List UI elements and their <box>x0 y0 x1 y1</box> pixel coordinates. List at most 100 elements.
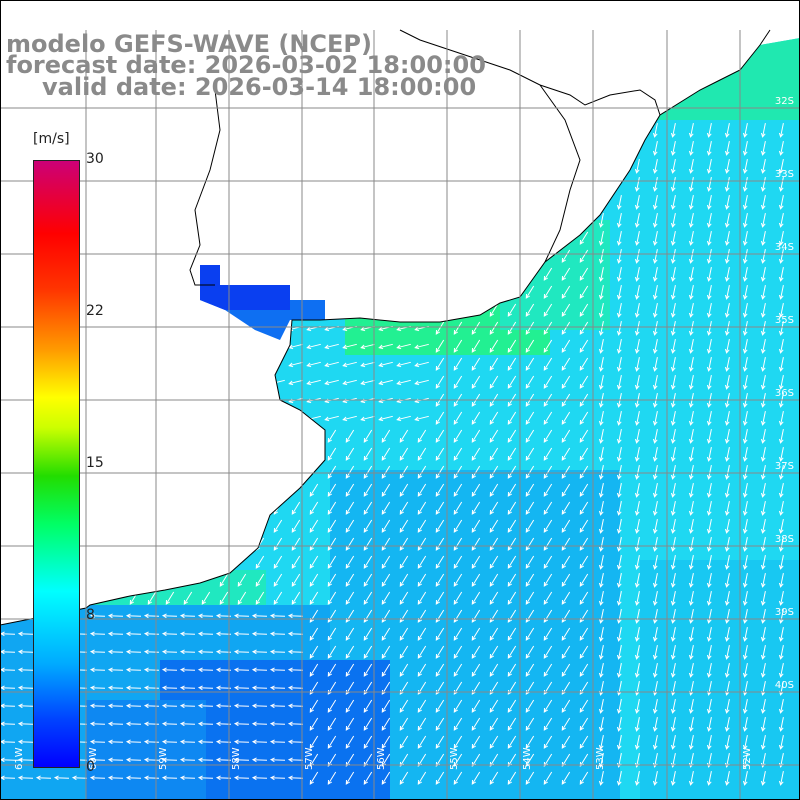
wind-arrow-646 <box>381 627 391 641</box>
wind-arrow-751 <box>688 663 694 678</box>
wind-arrow-640 <box>269 631 286 637</box>
wind-arrow-590 <box>161 613 178 619</box>
wind-arrow-224 <box>525 375 535 389</box>
wind-arrow-141 <box>561 321 571 335</box>
wind-arrow-325 <box>417 447 427 461</box>
wind-arrow-411 <box>489 501 499 515</box>
wind-arrow-868 <box>417 717 427 731</box>
wind-arrow-583 <box>742 591 748 606</box>
colorbar-tick-0: 0 <box>86 759 95 775</box>
wind-arrow-194 <box>507 357 517 371</box>
wind-arrow-81 <box>561 267 571 281</box>
wind-arrow-497 <box>435 555 445 569</box>
wind-arrow-368 <box>724 465 730 480</box>
wind-arrow-455 <box>760 519 766 534</box>
wind-arrow-678 <box>161 649 178 655</box>
wind-arrow-594 <box>233 613 250 619</box>
wind-arrow-375 <box>363 483 373 497</box>
wind-arrow-741 <box>507 663 517 677</box>
wind-arrow-665 <box>724 627 730 642</box>
wind-arrow-435 <box>399 519 409 533</box>
wind-arrow-494 <box>381 555 391 569</box>
wind-arrow-414 <box>543 501 553 515</box>
wind-arrow-723 <box>179 667 196 673</box>
wind-arrow-345 <box>778 447 784 462</box>
wind-arrow-116 <box>616 303 622 318</box>
wind-arrows <box>0 123 784 786</box>
wind-arrow-819 <box>327 699 337 713</box>
wind-arrow-225 <box>543 375 553 389</box>
wind-arrow-932 <box>778 735 784 750</box>
wind-arrow-534 <box>525 573 535 587</box>
wind-arrow-205 <box>706 357 712 372</box>
wind-arrow-533 <box>507 573 517 587</box>
wind-arrow-333 <box>561 447 571 461</box>
wind-arrow-676 <box>125 649 142 655</box>
wind-arrow-216 <box>378 379 393 386</box>
wind-arrow-390 <box>634 483 640 498</box>
wind-arrow-632 <box>125 631 142 637</box>
wind-arrow-92 <box>760 267 766 282</box>
wind-arrow-651 <box>471 627 481 641</box>
wind-arrow-482 <box>706 537 712 552</box>
colorbar-tick-8: 8 <box>86 607 95 623</box>
wind-arrow-74 <box>688 249 694 264</box>
wind-arrow-331 <box>525 447 535 461</box>
wind-arrow-728 <box>269 667 286 673</box>
wind-arrow-454 <box>742 519 748 534</box>
wind-arrow-328 <box>471 447 481 461</box>
wind-arrow-346 <box>327 465 337 479</box>
coastline <box>0 29 771 626</box>
wind-arrow-589 <box>143 613 160 619</box>
wind-arrow-308 <box>579 429 589 443</box>
wind-arrow-733 <box>363 663 373 677</box>
wind-arrow-817 <box>287 703 304 709</box>
wind-arrow-348 <box>363 465 373 479</box>
wind-arrow-1020 <box>778 771 784 786</box>
wind-arrow-110 <box>507 303 517 317</box>
wind-arrow-851 <box>107 721 124 727</box>
wind-arrow-919 <box>543 735 553 749</box>
wind-arrow-809 <box>143 703 160 709</box>
wind-arrow-349 <box>381 465 391 479</box>
wind-arrow-825 <box>435 699 445 713</box>
wind-arrow-97 <box>579 285 589 299</box>
wind-arrow-175 <box>670 339 676 354</box>
wind-arrow-549 <box>129 591 139 605</box>
lon-label-59w: 59W <box>158 747 169 770</box>
wind-arrow-122 <box>724 303 730 318</box>
wind-arrow-639 <box>251 631 268 637</box>
wind-arrow-521 <box>291 573 301 587</box>
wind-arrow-1013 <box>652 771 658 786</box>
wind-arrow-416 <box>579 501 589 515</box>
wind-arrow-745 <box>579 663 589 677</box>
wind-arrow-703 <box>616 645 622 660</box>
wind-arrow-276 <box>471 411 481 425</box>
wind-arrow-156 <box>324 343 339 350</box>
wind-arrow-42 <box>760 195 766 210</box>
wind-arrow-268 <box>324 415 339 422</box>
wind-arrow-228 <box>598 375 604 390</box>
colorbar-unit: [m/s] <box>33 131 70 147</box>
wind-arrow-134 <box>435 321 445 335</box>
wind-arrow-541 <box>652 573 658 588</box>
wind-arrow-498 <box>453 555 463 569</box>
wind-arrow-327 <box>453 447 463 461</box>
wind-arrow-575 <box>598 591 604 606</box>
wind-arrow-201 <box>634 357 640 372</box>
wind-arrow-558 <box>291 591 301 605</box>
wind-arrow-647 <box>399 627 409 641</box>
wind-arrow-468 <box>453 537 463 551</box>
wind-arrow-551 <box>165 591 175 605</box>
wind-arrow-382 <box>489 483 499 497</box>
wind-arrow-1009 <box>579 771 589 785</box>
wind-arrow-519 <box>255 573 265 587</box>
wind-arrow-69 <box>598 249 604 264</box>
wind-arrow-234 <box>706 375 712 390</box>
wind-arrow-148 <box>688 321 694 336</box>
wind-arrow-178 <box>724 339 730 354</box>
wind-arrow-199 <box>598 357 604 372</box>
wind-arrow-490 <box>309 555 319 569</box>
wind-arrow-281 <box>561 411 571 425</box>
wind-arrow-675 <box>107 649 124 655</box>
